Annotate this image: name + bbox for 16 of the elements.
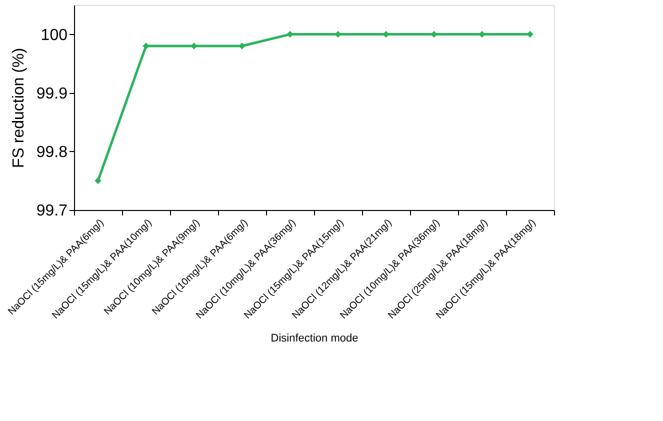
point xyxy=(382,30,390,38)
point xyxy=(94,177,102,184)
point xyxy=(238,42,246,50)
y-tick-label: 99.8 xyxy=(36,144,68,161)
point xyxy=(334,30,342,38)
y-axis-title: FS reduction (%) xyxy=(10,48,28,168)
point xyxy=(286,30,294,38)
point xyxy=(478,30,486,38)
point xyxy=(142,42,150,50)
y-tick-label: 99.7 xyxy=(36,202,68,220)
point xyxy=(190,42,198,50)
y-tick-label: 100 xyxy=(40,26,68,44)
x-axis-title: Disinfection mode xyxy=(270,332,358,345)
point xyxy=(526,30,534,38)
y-tick-label: 99.9 xyxy=(36,85,68,102)
point xyxy=(430,30,438,38)
